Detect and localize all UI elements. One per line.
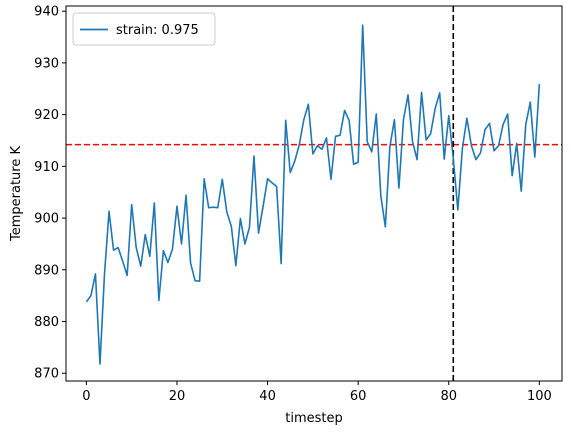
x-tick-label: 80: [440, 389, 457, 404]
y-tick-label: 940: [34, 5, 59, 20]
y-axis-label: Temperature K: [9, 146, 24, 242]
x-tick-label: 0: [82, 389, 90, 404]
y-tick-label: 920: [34, 108, 59, 123]
y-tick-label: 880: [34, 315, 59, 330]
legend-entry-label: strain: 0.975: [116, 23, 199, 38]
y-tick-label: 870: [34, 367, 59, 382]
plot-background: [66, 6, 562, 381]
y-tick-label: 890: [34, 263, 59, 278]
x-axis-label: timestep: [285, 411, 343, 426]
x-tick-label: 60: [350, 389, 367, 404]
series-line-0: [85, 24, 541, 365]
legend: strain: 0.975: [72, 12, 216, 46]
plot-frame: [65, 5, 563, 382]
y-tick-label: 910: [34, 160, 59, 175]
y-tick-label: 930: [34, 56, 59, 71]
x-tick-label: 100: [527, 389, 552, 404]
y-tick-label: 900: [34, 212, 59, 227]
x-tick-label: 40: [259, 389, 276, 404]
legend-box: [72, 12, 216, 46]
x-tick-label: 20: [169, 389, 186, 404]
